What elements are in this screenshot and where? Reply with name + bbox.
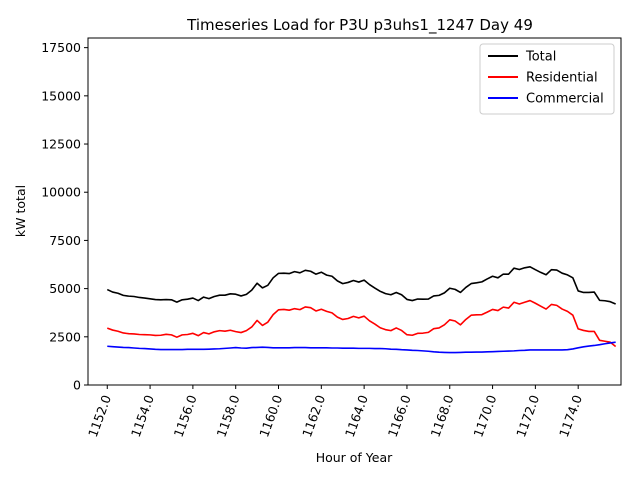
chart-title: Timeseries Load for P3U p3uhs1_1247 Day … [186, 16, 533, 35]
legend-label-commercial: Commercial [526, 92, 604, 107]
plot-area-frame [87, 37, 622, 386]
y-tick-label: 10000 [41, 185, 81, 200]
y-axis-label: kW total [13, 185, 28, 237]
y-axis-ticks: 0 2500 5000 7500 10000 12500 15000 17500 [41, 40, 88, 393]
y-tick-label: 0 [73, 378, 81, 393]
y-tick-label: 17500 [41, 40, 81, 55]
y-tick-label: 7500 [49, 233, 81, 248]
legend-box [479, 43, 615, 115]
x-axis-label: Hour of Year [316, 450, 393, 465]
y-tick-label: 5000 [49, 281, 81, 296]
legend-label-residential: Residential [526, 71, 598, 86]
y-tick-label: 15000 [41, 88, 81, 103]
legend: Total Residential Commercial [479, 43, 615, 115]
y-tick-label: 12500 [41, 137, 81, 152]
plot-lines [106, 266, 617, 354]
legend-label-total: Total [525, 50, 556, 65]
series-line-commercial [107, 341, 616, 354]
y-tick-label: 2500 [49, 329, 81, 344]
series-line-total [106, 266, 616, 305]
series-line-residential [106, 299, 617, 348]
